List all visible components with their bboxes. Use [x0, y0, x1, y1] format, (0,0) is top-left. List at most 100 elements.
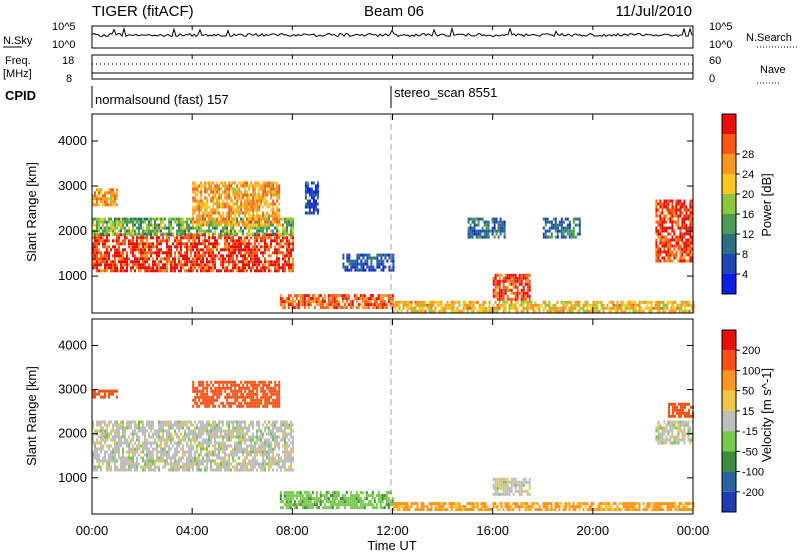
heatmap-cell — [286, 456, 288, 460]
heatmap-cell — [544, 300, 547, 304]
heatmap-cell — [194, 233, 196, 237]
heatmap-cell — [244, 450, 246, 454]
heatmap-cell — [274, 462, 276, 466]
heatmap-cell — [312, 211, 315, 215]
heatmap-cell — [244, 395, 247, 399]
heatmap-cell — [246, 251, 248, 255]
heatmap-cell — [144, 459, 146, 463]
heatmap-cell — [262, 226, 264, 230]
heatmap-cell — [284, 465, 286, 469]
heatmap-cell — [138, 220, 140, 224]
heatmap-cell — [208, 214, 211, 218]
heatmap-cell — [136, 459, 138, 463]
heatmap-cell — [214, 426, 216, 430]
heatmap-cell — [264, 187, 267, 191]
heatmap-cell — [104, 257, 106, 261]
heatmap-cell — [663, 199, 666, 203]
heatmap-cell — [288, 269, 290, 273]
heatmap-cell — [655, 202, 658, 206]
heatmap-cell — [238, 220, 241, 224]
heatmap-cell — [327, 303, 330, 307]
heatmap-cell — [224, 468, 226, 472]
heatmap-cell — [270, 432, 272, 436]
heatmap-cell — [94, 203, 96, 207]
heatmap-cell — [673, 211, 676, 215]
heatmap-cell — [286, 232, 288, 236]
heatmap-cell — [365, 306, 368, 310]
heatmap-cell — [252, 395, 255, 399]
heatmap-cell — [188, 462, 190, 466]
heatmap-cell — [664, 309, 667, 313]
freq-ymin: 8 — [66, 73, 72, 85]
heatmap-cell — [160, 426, 162, 430]
heatmap-cell — [120, 456, 122, 460]
heatmap-cell — [672, 306, 675, 310]
heatmap-cell — [504, 291, 507, 295]
heatmap-cell — [206, 187, 209, 191]
heatmap-cell — [387, 300, 390, 304]
heatmap-cell — [479, 232, 482, 236]
heatmap-cell — [138, 263, 140, 267]
heatmap-cell — [204, 217, 206, 221]
heatmap-cell — [434, 306, 437, 310]
heatmap-cell — [118, 456, 120, 460]
heatmap-cell — [498, 297, 501, 301]
heatmap-cell — [664, 303, 667, 307]
heatmap-cell — [192, 386, 195, 390]
heatmap-cell — [327, 300, 330, 304]
heatmap-cell — [276, 223, 279, 227]
heatmap-cell — [250, 260, 252, 264]
heatmap-cell — [404, 300, 407, 304]
heatmap-cell — [204, 398, 207, 402]
heatmap-cell — [226, 266, 228, 270]
heatmap-cell — [248, 423, 250, 427]
heatmap-cell — [471, 232, 474, 236]
heatmap-cell — [138, 435, 140, 439]
heatmap-cell — [252, 187, 255, 191]
heatmap-cell — [210, 199, 213, 203]
heatmap-cell — [234, 266, 236, 270]
heatmap-cell — [138, 260, 140, 264]
heatmap-cell — [274, 432, 276, 436]
heatmap-cell — [138, 229, 140, 233]
heatmap-cell — [126, 257, 128, 261]
heatmap-cell — [98, 389, 100, 393]
heatmap-cell — [280, 239, 282, 243]
heatmap-cell — [428, 309, 431, 313]
heatmap-cell — [198, 441, 200, 445]
heatmap-cell — [198, 398, 201, 402]
heatmap-cell — [434, 300, 437, 304]
heatmap-cell — [230, 260, 232, 264]
heatmap-cell — [198, 404, 201, 408]
heatmap-cell — [428, 300, 431, 304]
heatmap-cell — [274, 211, 277, 215]
heatmap-cell — [222, 441, 224, 445]
heatmap-cell — [566, 226, 569, 230]
heatmap-cell — [262, 465, 264, 469]
heatmap-cell — [154, 220, 156, 224]
heatmap-cell — [496, 294, 499, 298]
heatmap-cell — [208, 269, 210, 273]
heatmap-cell — [566, 217, 569, 221]
heatmap-cell — [260, 266, 262, 270]
heatmap-cell — [230, 229, 232, 233]
heatmap-cell — [260, 217, 262, 221]
heatmap-cell — [307, 300, 310, 304]
heatmap-cell — [226, 386, 229, 390]
heatmap-cell — [304, 193, 307, 197]
heatmap-cell — [118, 233, 120, 237]
heatmap-cell — [148, 251, 150, 255]
heatmap-cell — [574, 303, 577, 307]
heatmap-cell — [684, 300, 687, 304]
heatmap-cell — [214, 453, 216, 457]
heatmap-cell — [202, 199, 205, 203]
heatmap-cell — [250, 380, 253, 384]
heatmap-cell — [262, 236, 264, 240]
heatmap-cell — [516, 288, 519, 292]
heatmap-cell — [98, 188, 100, 192]
heatmap-cell — [116, 251, 118, 255]
heatmap-cell — [286, 229, 288, 233]
heatmap-cell — [150, 420, 152, 424]
heatmap-cell — [102, 389, 104, 393]
heatmap-cell — [180, 456, 182, 460]
